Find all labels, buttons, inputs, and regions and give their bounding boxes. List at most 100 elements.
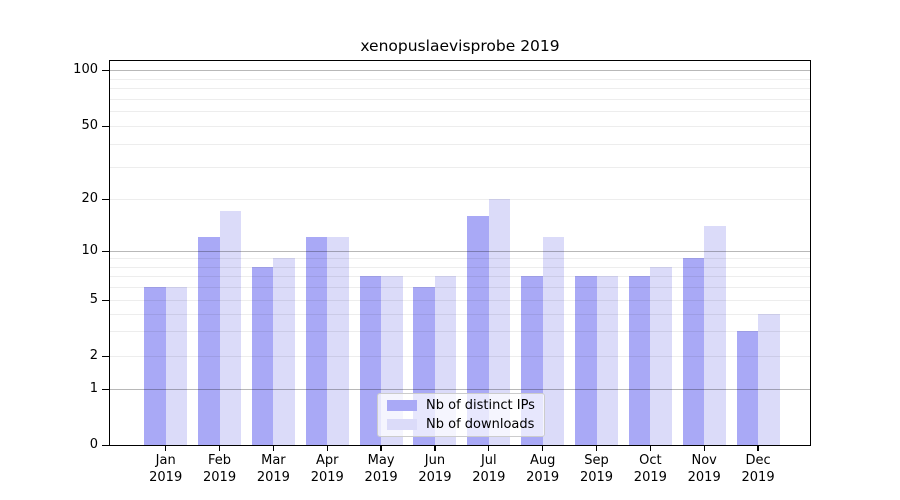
x-tick-label-sep: Sep 2019 <box>569 452 625 486</box>
x-tick-label-oct: Oct 2019 <box>622 452 678 486</box>
gridline-major-10 <box>110 251 810 252</box>
y-tick-label-5: 5 <box>89 292 98 307</box>
x-tick-year-feb: 2019 <box>203 470 237 485</box>
x-tick-label-may: May 2019 <box>353 452 409 486</box>
bar-downloads-sep <box>596 276 618 445</box>
gridline-minor-90 <box>110 78 810 80</box>
gridline-minor-20 <box>110 199 810 200</box>
x-tick-mark-may <box>380 446 382 451</box>
legend-entry-downloads: Nb of downloads <box>387 417 538 432</box>
y-tick-label-0: 0 <box>89 437 98 452</box>
legend: Nb of distinct IPs Nb of downloads <box>377 393 545 437</box>
x-tick-label-apr: Apr 2019 <box>299 452 355 486</box>
chart-title: xenopuslaevisprobe 2019 <box>360 37 560 55</box>
legend-swatch-distinct-ips <box>387 400 417 411</box>
y-tick-mark-1 <box>102 388 109 390</box>
x-tick-mark-apr <box>326 446 328 451</box>
gridline-minor-6 <box>110 287 810 289</box>
legend-label-downloads: Nb of downloads <box>426 417 535 432</box>
bar-distinct-ips-feb <box>198 237 220 445</box>
x-tick-label-jun: Jun 2019 <box>407 452 463 486</box>
x-tick-mark-aug <box>541 446 544 451</box>
bar-downloads-apr <box>327 237 349 445</box>
y-tick-label-1: 1 <box>89 381 98 396</box>
x-tick-label-feb: Feb 2019 <box>192 452 248 486</box>
bar-distinct-ips-jan <box>144 287 166 445</box>
bar-downloads-oct <box>650 266 672 445</box>
gridline-minor-30 <box>110 166 810 168</box>
x-tick-label-dec: Dec 2019 <box>730 452 786 486</box>
y-tick-mark-10 <box>102 250 109 252</box>
bar-distinct-ips-sep <box>575 276 597 445</box>
bar-distinct-ips-apr <box>305 237 328 445</box>
x-tick-year-jan: 2019 <box>149 470 183 485</box>
x-tick-mark-jul <box>488 446 490 451</box>
gridline-major-1 <box>110 389 810 390</box>
x-tick-year-sep: 2019 <box>579 470 614 485</box>
gridline-minor-80 <box>110 88 810 90</box>
x-tick-year-mar: 2019 <box>256 470 290 485</box>
gridline-minor-8 <box>110 266 810 268</box>
gridline-minor-3 <box>110 331 810 333</box>
gridline-minor-70 <box>110 98 810 100</box>
bar-distinct-ips-nov <box>682 258 705 445</box>
bar-downloads-aug <box>542 237 565 445</box>
y-tick-mark-100 <box>102 69 109 71</box>
y-tick-label-50: 50 <box>81 118 98 133</box>
legend-swatch-downloads <box>387 419 417 430</box>
bar-distinct-ips-oct <box>628 276 651 445</box>
bar-distinct-ips-may <box>359 276 382 445</box>
bar-downloads-dec <box>758 313 780 445</box>
y-tick-label-100: 100 <box>73 62 98 77</box>
bar-downloads-jul <box>488 199 511 445</box>
y-tick-mark-50 <box>102 125 109 127</box>
y-tick-mark-5 <box>102 299 109 301</box>
gridline-minor-7 <box>110 276 810 278</box>
gridline-minor-2 <box>110 356 810 357</box>
x-tick-mark-oct <box>649 446 652 451</box>
y-tick-label-2: 2 <box>89 348 98 363</box>
legend-entry-distinct-ips: Nb of distinct IPs <box>387 398 538 413</box>
bar-distinct-ips-dec <box>736 331 759 445</box>
bar-downloads-feb <box>219 211 242 445</box>
gridline-minor-4 <box>110 313 810 315</box>
x-tick-year-nov: 2019 <box>687 470 721 485</box>
gridline-major-100 <box>110 70 810 71</box>
gridline-minor-40 <box>110 143 810 145</box>
x-tick-mark-feb <box>218 446 221 451</box>
y-tick-mark-2 <box>102 355 109 357</box>
x-tick-year-dec: 2019 <box>741 470 775 485</box>
x-tick-label-mar: Mar 2019 <box>245 452 301 486</box>
x-tick-year-aug: 2019 <box>526 470 560 485</box>
x-tick-label-aug: Aug 2019 <box>515 452 571 486</box>
x-tick-mark-nov <box>703 446 705 451</box>
bar-distinct-ips-jul <box>467 215 489 445</box>
x-tick-label-jan: Jan 2019 <box>138 452 194 486</box>
x-tick-mark-mar <box>272 446 275 451</box>
y-tick-mark-20 <box>102 198 109 200</box>
x-tick-year-oct: 2019 <box>633 470 667 485</box>
bar-downloads-mar <box>273 258 295 445</box>
x-tick-mark-dec <box>757 446 759 451</box>
gridline-minor-50 <box>110 126 810 127</box>
gridline-minor-5 <box>110 300 810 301</box>
x-tick-year-jun: 2019 <box>418 470 452 485</box>
x-tick-mark-jan <box>165 446 167 451</box>
x-tick-year-apr: 2019 <box>310 470 344 485</box>
gridline-minor-60 <box>110 111 810 113</box>
x-tick-year-jul: 2019 <box>472 470 506 485</box>
x-tick-label-nov: Nov 2019 <box>676 452 732 486</box>
x-tick-label-jul: Jul 2019 <box>461 452 517 486</box>
y-tick-label-20: 20 <box>81 191 98 206</box>
x-tick-mark-jun <box>434 446 436 451</box>
y-tick-label-10: 10 <box>81 243 98 258</box>
x-tick-mark-sep <box>595 446 598 451</box>
bar-distinct-ips-mar <box>251 266 274 445</box>
y-tick-mark-0 <box>102 444 109 446</box>
bar-downloads-nov <box>704 225 726 445</box>
plot-area <box>109 60 811 446</box>
gridline-minor-9 <box>110 258 810 260</box>
legend-label-distinct-ips: Nb of distinct IPs <box>426 398 535 413</box>
bar-downloads-jan <box>165 287 188 445</box>
